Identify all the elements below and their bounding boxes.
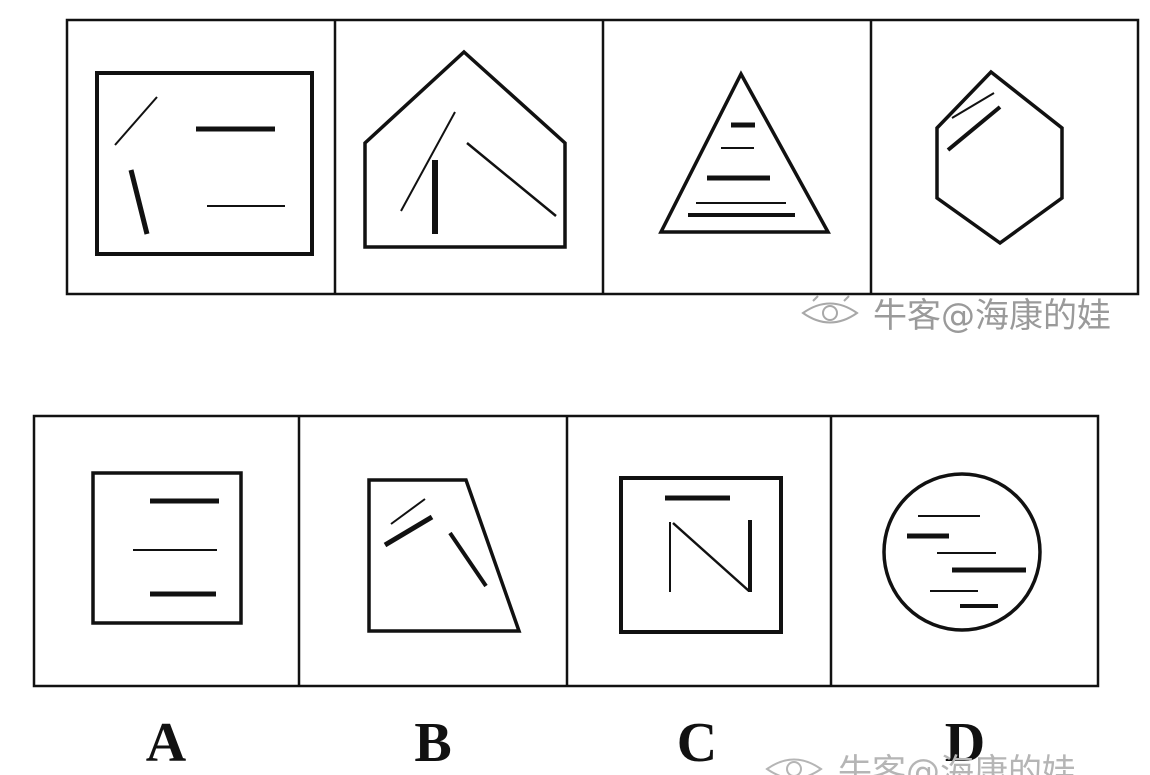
option-c-figure[interactable] [619,476,783,634]
question-row [65,18,1140,296]
rectangle-shape [95,71,314,256]
option-d-label[interactable]: D [945,712,985,774]
watermark-text: 牛客@海康的娃 [873,296,1111,336]
inner-line [951,92,995,119]
inner-line [672,522,750,592]
question-panel-3-triangle-with-lines [658,70,831,234]
options-row: A B C D [32,414,1100,774]
eye-logo-icon [801,295,859,324]
option-c-label[interactable]: C [677,712,717,774]
pentagon-shape [363,49,567,249]
hexagon-shape [935,69,1064,246]
question-panel-2-pentagon-with-lines [363,49,567,249]
inner-line [383,514,434,548]
inner-line [466,142,557,217]
inner-line [390,498,426,525]
triangle-shape [658,70,831,234]
question-panel-4-hexagon-with-lines [935,69,1064,246]
option-b-figure[interactable] [367,478,522,633]
option-a-figure[interactable] [91,471,243,625]
watermark-top: 牛客@海康的娃 [801,295,1111,336]
option-d-figure[interactable] [882,472,1042,632]
square-shape [91,471,243,625]
inner-line [946,105,1002,152]
inner-line [400,111,456,212]
circle-shape [882,472,1042,632]
question-panel-1-rectangle-with-lines [95,71,314,256]
option-a-label[interactable]: A [146,712,187,774]
inner-line [128,169,150,235]
square-shape [619,476,783,634]
eye-logo-icon [765,758,823,775]
inner-line [114,96,158,146]
option-b-label[interactable]: B [414,712,451,774]
trapezoid-shape [367,478,522,633]
inner-line [448,531,488,588]
watermark-text: 牛客@海康的娃 [838,752,1076,775]
watermark-bottom: 牛客@海康的娃 [765,752,1076,775]
